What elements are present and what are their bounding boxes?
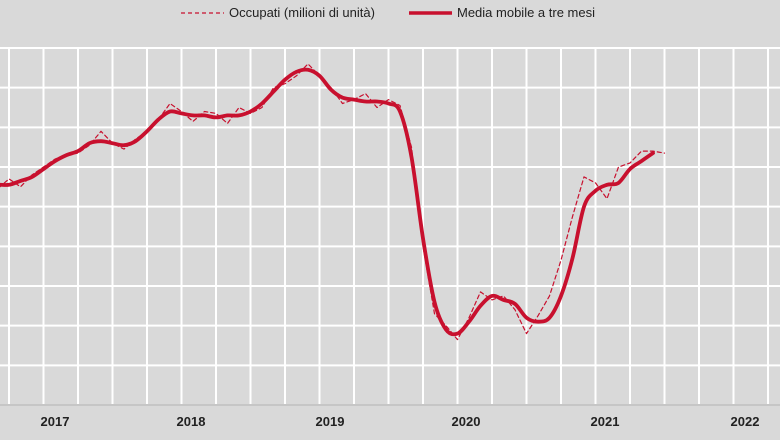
series-line-media-mobile [0, 67, 655, 337]
legend: Occupati (milioni di unità) Media mobile… [181, 5, 595, 20]
x-tick-label-2019: 2019 [316, 414, 345, 429]
legend-label-occupati: Occupati (milioni di unità) [229, 5, 375, 20]
x-tick-label-2022: 2022 [731, 414, 760, 429]
grid [0, 47, 780, 406]
legend-label-media-mobile: Media mobile a tre mesi [457, 5, 595, 20]
series-lines [0, 63, 666, 341]
x-tick-label-2018: 2018 [177, 414, 206, 429]
x-tick-labels: 2017 2018 2019 2020 2021 2022 [41, 414, 760, 429]
x-tick-label-2021: 2021 [591, 414, 620, 429]
x-tick-label-2017: 2017 [41, 414, 70, 429]
x-tick-label-2020: 2020 [452, 414, 481, 429]
